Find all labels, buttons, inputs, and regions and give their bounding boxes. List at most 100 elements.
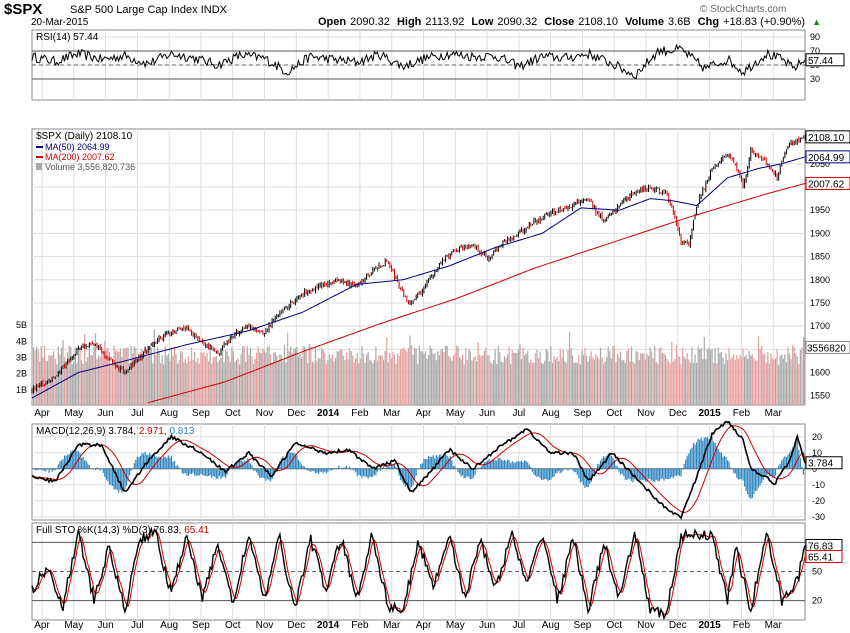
volume-bar xyxy=(493,360,495,405)
volume-bar xyxy=(344,359,346,405)
volume-bar xyxy=(630,346,633,405)
volume-bar xyxy=(748,351,750,405)
price-x-tick-label: Feb xyxy=(733,408,751,419)
volume-bar xyxy=(709,350,712,405)
volume-bar xyxy=(635,350,637,405)
price-y-tick-label: 1600 xyxy=(810,368,830,378)
volume-bar xyxy=(130,345,132,405)
price-x-tick-label: Nov xyxy=(256,408,274,419)
volume-bar xyxy=(234,361,236,405)
volume-bar xyxy=(602,363,605,405)
volume-bar-last xyxy=(803,337,805,405)
volume-bar xyxy=(454,353,456,405)
volume-bar xyxy=(288,351,290,405)
volume-bar xyxy=(231,347,233,405)
volume-bar xyxy=(496,364,498,405)
volume-label: Volume xyxy=(625,16,664,28)
volume-bar xyxy=(723,364,726,405)
volume-bar xyxy=(389,353,391,405)
volume-bar xyxy=(417,363,419,405)
volume-bar xyxy=(260,353,262,405)
volume-bar xyxy=(434,353,436,405)
volume-bar xyxy=(550,346,552,405)
volume-bar xyxy=(726,360,729,405)
volume-bar xyxy=(757,336,760,405)
volume-bar xyxy=(510,364,512,405)
macd-line xyxy=(31,420,806,520)
volume-bar xyxy=(256,352,258,405)
volume-bar xyxy=(785,362,788,405)
volume-bar xyxy=(279,354,281,405)
volume-bar xyxy=(398,355,400,405)
volume-bar xyxy=(286,332,289,405)
volume-bar xyxy=(686,353,688,405)
volume-bar xyxy=(138,359,140,405)
stoch-k-value-label: 76.83 xyxy=(808,541,833,552)
volume-bar xyxy=(133,346,135,405)
volume-bar xyxy=(245,361,247,405)
stoch-x-tick-label: Oct xyxy=(606,620,622,631)
volume-bar xyxy=(54,358,56,405)
volume-bar xyxy=(513,352,515,405)
stoch-x-tick-label: Jul xyxy=(131,620,144,631)
macd-value-label: 3.784 xyxy=(808,459,833,470)
rsi-value-label: 57.44 xyxy=(808,56,833,67)
volume-bar xyxy=(381,355,383,405)
volume-bar xyxy=(474,356,476,405)
volume-bar xyxy=(624,362,626,405)
stoch-legend-part: 65.41 xyxy=(184,525,209,536)
volume-bar xyxy=(517,349,520,405)
macd-y-tick-label: 10 xyxy=(812,448,822,458)
volume-bar xyxy=(762,354,764,405)
volume-bar xyxy=(578,354,580,405)
volume-bar xyxy=(59,354,61,405)
rsi-legend: RSI(14) 57.44 xyxy=(36,32,99,43)
volume-bar xyxy=(65,363,67,405)
price-y-tick-label: 1950 xyxy=(810,205,830,215)
stoch-x-tick-label: Mar xyxy=(383,620,401,631)
volume-bar xyxy=(156,346,159,405)
volume-bar xyxy=(646,353,648,405)
volume-bar xyxy=(158,350,160,405)
volume-bar xyxy=(273,352,275,405)
price-x-tick-label: Oct xyxy=(606,408,622,419)
volume-bar xyxy=(725,353,727,405)
volume-bar xyxy=(121,357,123,405)
volume-tick-label: 5B xyxy=(16,320,27,330)
volume-bar xyxy=(206,352,208,405)
volume-bar xyxy=(364,362,366,405)
volume-bar xyxy=(647,356,650,405)
volume-bar xyxy=(623,360,625,405)
volume-bar xyxy=(122,348,125,405)
volume-bar xyxy=(598,358,600,405)
stoch-x-tick-label: Aug xyxy=(542,620,560,631)
volume-bar xyxy=(771,358,774,405)
volume-bar xyxy=(300,357,303,405)
rsi-value-box xyxy=(805,53,845,67)
volume-bar xyxy=(268,346,270,405)
chart-date: 20-Mar-2015 xyxy=(31,17,89,28)
volume-bar xyxy=(189,361,191,405)
volume-bar xyxy=(372,363,374,405)
volume-bar xyxy=(195,361,197,405)
volume-bar xyxy=(451,360,453,405)
stoch-x-tick-label: Oct xyxy=(225,620,241,631)
volume-bar xyxy=(79,348,81,405)
volume-bar xyxy=(111,359,114,405)
volume-bar xyxy=(313,362,315,405)
volume-bar xyxy=(449,357,451,405)
volume-bar xyxy=(736,355,738,405)
up-arrow-icon: ▲ xyxy=(812,17,821,27)
volume-bar xyxy=(626,350,628,405)
volume-bar xyxy=(565,363,568,405)
volume-bar xyxy=(259,352,261,405)
volume-bar xyxy=(348,348,351,405)
volume-bar xyxy=(765,362,767,405)
volume-bar xyxy=(108,352,111,405)
volume-bar xyxy=(93,347,95,405)
volume-bar xyxy=(76,363,78,405)
volume-bar xyxy=(144,346,146,405)
price-x-tick-label: Apr xyxy=(416,408,432,419)
volume-bar xyxy=(427,354,430,405)
volume-bar xyxy=(781,354,783,405)
